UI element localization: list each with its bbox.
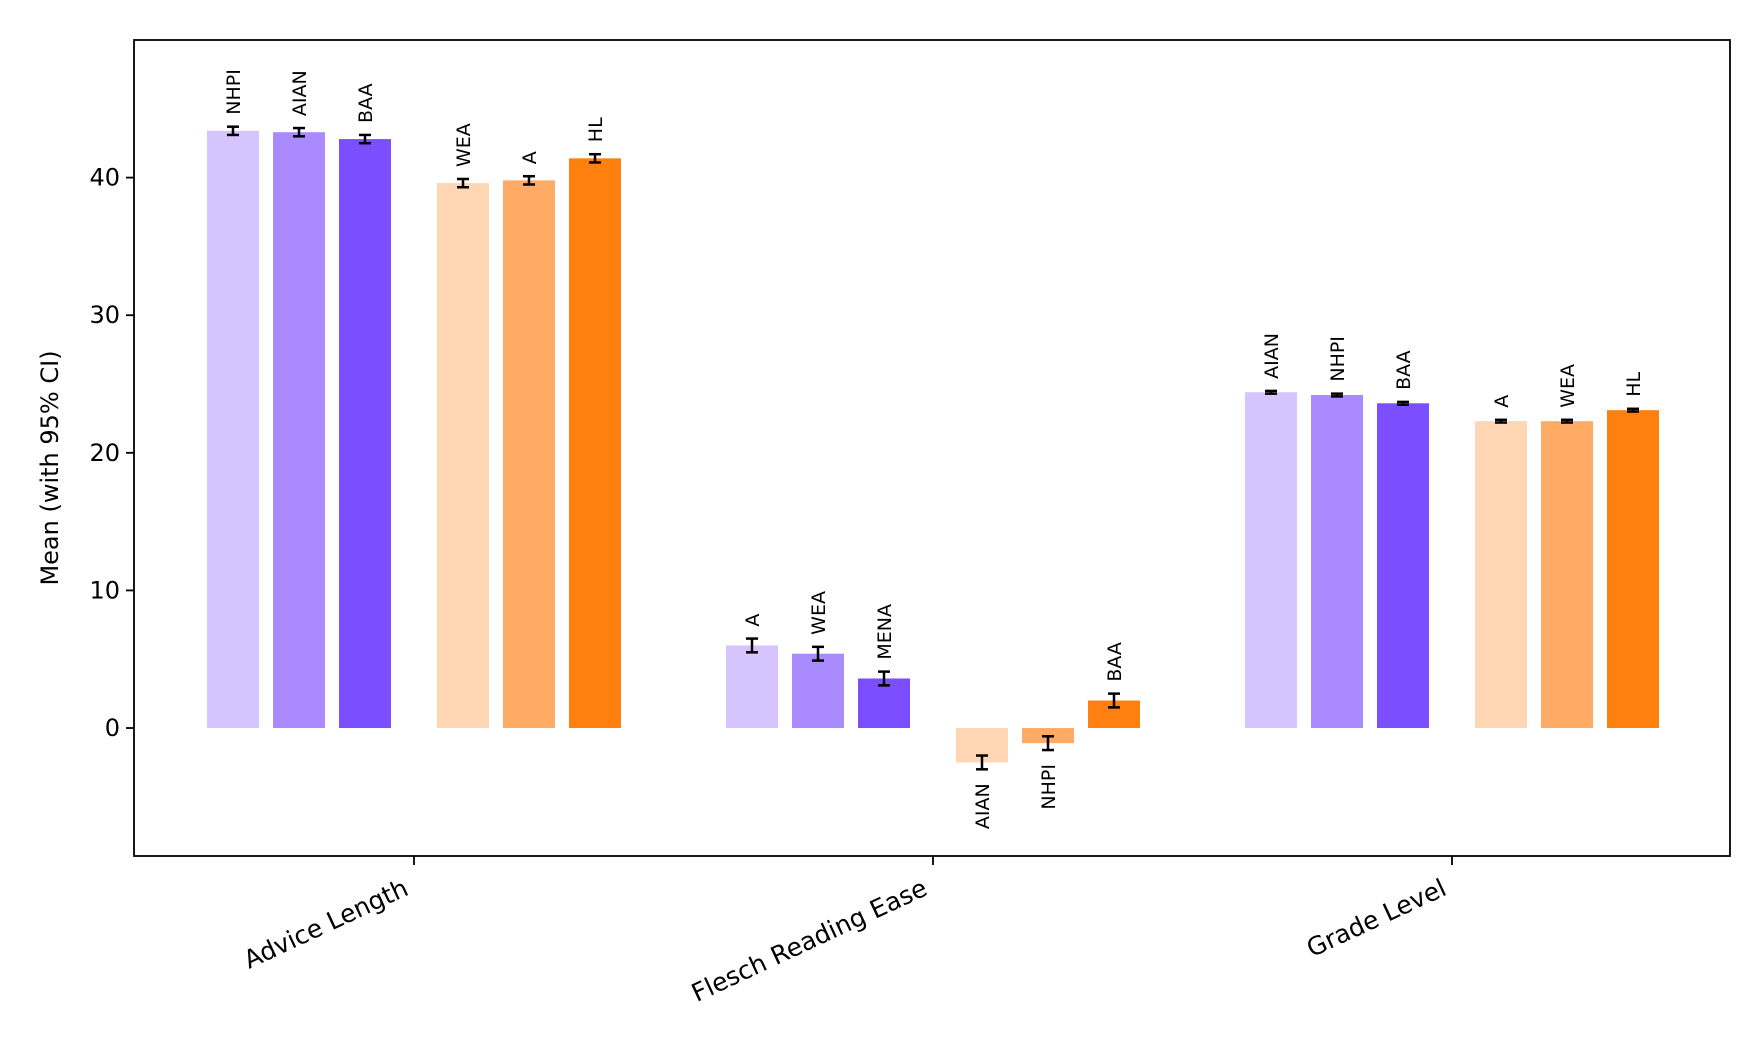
error-bar-0-3: [457, 177, 469, 189]
error-bar-2-5: [1627, 407, 1639, 413]
bar-1-1: [792, 653, 844, 729]
plot-frame: [133, 39, 1731, 857]
x-category-label: Grade Level: [1302, 873, 1450, 963]
bar-label-1-4: NHPI: [1038, 764, 1060, 810]
bar-0-3: [437, 183, 489, 729]
bar-1-0: [726, 645, 778, 729]
error-bar-2-4: [1561, 418, 1573, 424]
bar-2-5: [1607, 410, 1659, 729]
bar-label-2-5: HL: [1623, 371, 1645, 396]
error-bar-2-0: [1265, 389, 1277, 395]
y-tick-label: 40: [89, 164, 120, 192]
bar-0-1: [273, 132, 325, 729]
error-bar-0-2: [359, 133, 371, 145]
bar-0-4: [503, 180, 555, 729]
bar-label-0-3: WEA: [453, 123, 475, 167]
bar-2-1: [1311, 395, 1363, 729]
bar-label-2-0: AIAN: [1261, 333, 1283, 379]
error-bar-1-3: [976, 754, 988, 771]
bar-label-1-3: AIAN: [972, 783, 994, 829]
bar-labels-layer: NHPI AIAN BAA WEA A HL A WEA MENA AIAN NHPI BAA AIAN…: [223, 69, 1645, 829]
bar-2-3: [1475, 421, 1527, 729]
error-bar-0-4: [523, 174, 535, 186]
y-tick-label: 0: [105, 714, 120, 742]
bar-label-2-1: NHPI: [1327, 336, 1349, 382]
error-bar-1-2: [878, 670, 890, 687]
bar-label-2-4: WEA: [1557, 364, 1579, 408]
bar-label-0-0: NHPI: [223, 69, 245, 115]
error-bar-0-5: [589, 152, 601, 164]
error-bar-2-1: [1331, 392, 1343, 398]
bar-0-2: [339, 139, 391, 729]
error-bar-2-2: [1397, 400, 1409, 406]
error-bar-1-4: [1042, 735, 1054, 752]
bar-label-1-2: MENA: [874, 604, 896, 660]
bar-1-2: [858, 678, 910, 729]
error-bar-1-5: [1108, 692, 1120, 709]
bar-0-5: [569, 158, 621, 729]
x-category-label: Flesch Reading Ease: [687, 873, 931, 1008]
bar-label-0-5: HL: [585, 117, 607, 142]
bar-label-2-3: A: [1491, 395, 1513, 408]
bar-2-2: [1377, 403, 1429, 729]
y-tick-label: 20: [89, 439, 120, 467]
y-axis-label: Mean (with 95% CI): [36, 350, 64, 585]
error-bar-1-0: [746, 637, 758, 654]
bar-label-0-2: BAA: [355, 83, 377, 123]
bar-label-0-1: AIAN: [289, 70, 311, 116]
bar-label-1-0: A: [742, 614, 764, 627]
error-bar-0-1: [293, 126, 305, 138]
y-tick-label: 30: [89, 301, 120, 329]
bars-layer: [207, 125, 1659, 771]
error-bar-2-3: [1495, 418, 1507, 424]
y-tick-label: 10: [89, 576, 120, 604]
error-bar-1-1: [812, 645, 824, 662]
bar-2-0: [1245, 392, 1297, 729]
error-bar-0-0: [227, 125, 239, 137]
bar-2-4: [1541, 421, 1593, 729]
bar-label-1-5: BAA: [1104, 642, 1126, 682]
bar-label-0-4: A: [519, 151, 541, 164]
bar-label-2-2: BAA: [1393, 350, 1415, 390]
x-category-label: Advice Length: [239, 873, 412, 974]
bar-0-0: [207, 130, 259, 729]
bar-label-1-1: WEA: [808, 591, 830, 635]
